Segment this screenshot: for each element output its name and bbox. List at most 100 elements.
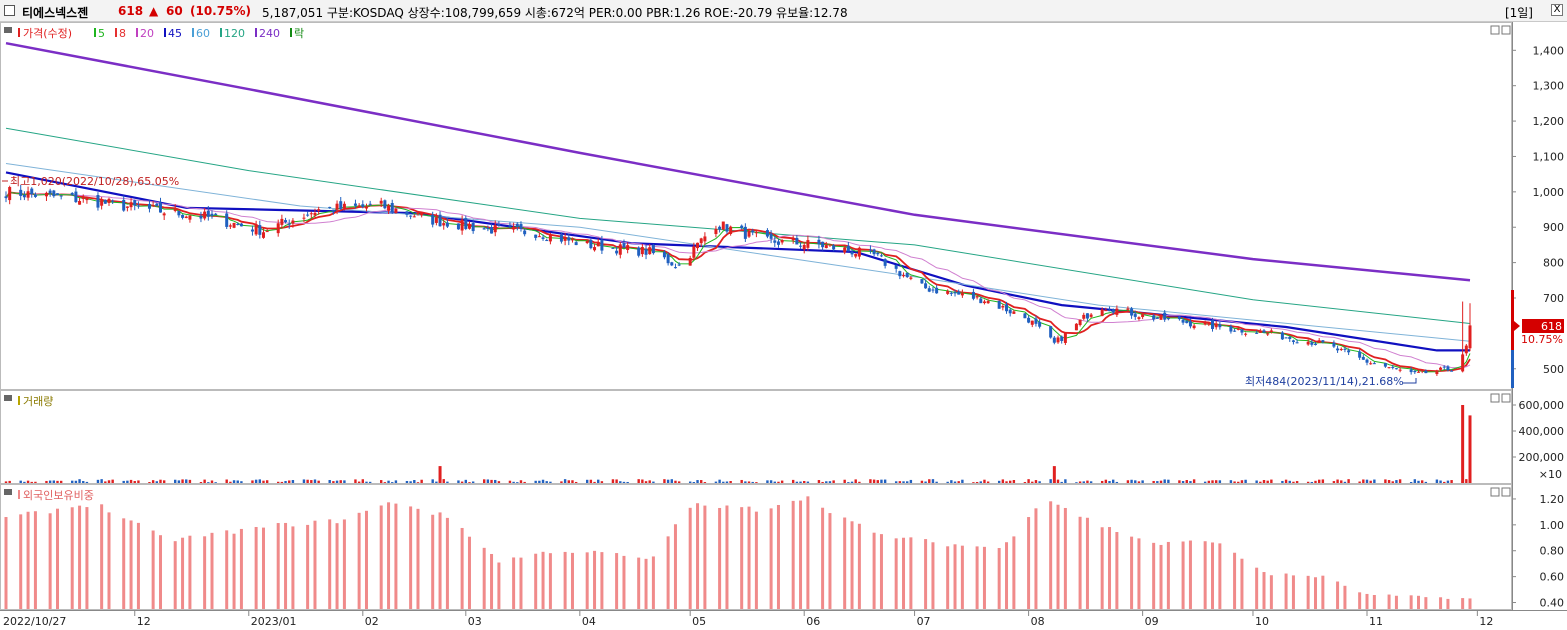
volume-bar — [207, 482, 210, 483]
foreign-bar — [615, 553, 619, 609]
current-price: 618 — [118, 4, 144, 18]
current-rate-label: 10.75% — [1521, 333, 1563, 346]
foreign-bar — [100, 504, 104, 609]
candle-body — [1085, 313, 1089, 319]
ma-line-240 — [5, 41, 1471, 282]
ma-legend-45[interactable]: 45 — [168, 27, 182, 40]
candle-body — [1269, 330, 1273, 332]
volume-bar — [405, 480, 409, 483]
x-tick-label: 05 — [692, 615, 706, 628]
volume-bar — [1104, 479, 1108, 483]
candle-body — [125, 206, 129, 208]
period-selector[interactable]: [1일] — [1504, 6, 1533, 20]
volume-panel-controls[interactable] — [1490, 393, 1511, 403]
candle-body — [596, 242, 600, 247]
legend-extra[interactable]: 락 — [294, 27, 304, 40]
candle-body — [982, 301, 986, 304]
candle-body — [1369, 363, 1373, 365]
close-icon[interactable]: X — [1551, 4, 1563, 16]
volume-bar — [328, 480, 331, 483]
candle-body — [364, 206, 368, 209]
foreign-panel-controls[interactable] — [1490, 487, 1511, 497]
candle-body — [394, 209, 398, 213]
candle-body — [497, 223, 501, 226]
volume-bar — [133, 481, 136, 483]
candle-body — [1280, 332, 1284, 340]
candle-body — [19, 189, 23, 196]
volume-bar — [446, 481, 449, 483]
candle-body — [1413, 370, 1417, 373]
volume-bar — [1056, 479, 1060, 483]
volume-bar — [431, 479, 434, 483]
candle-body — [626, 245, 630, 250]
volume-bar — [288, 480, 291, 483]
ma-legend-60[interactable]: 60 — [196, 27, 210, 40]
candle-body — [258, 225, 262, 235]
volume-bar — [361, 479, 365, 483]
volume-bar — [96, 479, 100, 483]
foreign-bar — [828, 513, 832, 609]
foreign-bar — [769, 508, 773, 609]
candle-body — [1115, 308, 1119, 315]
candle-body — [302, 217, 306, 219]
volume-bar — [663, 479, 666, 483]
foreign-bar — [291, 526, 295, 609]
candle-body — [743, 226, 747, 239]
ma-legend-240[interactable]: 240 — [259, 27, 280, 40]
candle-body — [1104, 310, 1108, 312]
volume-bar — [876, 480, 879, 483]
foreign-bar — [387, 502, 391, 609]
volume-bar — [1439, 480, 1442, 483]
foreign-tick-label: 0.40 — [1540, 597, 1565, 610]
volume-bar — [950, 480, 953, 483]
candle-body — [754, 232, 758, 234]
foreign-bar — [651, 556, 655, 609]
ma-legend-5[interactable]: 5 — [98, 27, 105, 40]
foreign-bar — [1063, 507, 1067, 609]
candle-body — [1100, 309, 1104, 316]
volume-bar — [670, 479, 673, 483]
candle-body — [339, 201, 343, 209]
candle-body — [206, 210, 210, 217]
volume-bar — [1134, 480, 1137, 483]
candle-body — [1336, 348, 1340, 351]
candle-body — [155, 203, 159, 206]
foreign-bar — [644, 558, 648, 609]
candle-body — [1391, 366, 1395, 368]
candle-body — [593, 247, 597, 251]
foreign-bar — [284, 522, 288, 609]
volume-bar — [700, 480, 703, 483]
volume-bar — [703, 482, 707, 483]
candle-body — [1244, 333, 1248, 335]
volume-bar — [343, 480, 346, 483]
candle-body — [644, 249, 648, 255]
foreign-bar — [1027, 517, 1031, 609]
candle-body — [353, 203, 357, 206]
x-tick-label: 03 — [468, 615, 482, 628]
foreign-bar — [1100, 527, 1104, 609]
ma-legend-8[interactable]: 8 — [119, 27, 126, 40]
candle-body — [548, 234, 552, 242]
volume-bar — [1295, 481, 1299, 483]
volume-bar — [482, 479, 486, 483]
candle-body — [81, 197, 85, 199]
volume-bar — [799, 481, 802, 483]
foreign-bar — [107, 512, 111, 609]
foreign-bar — [482, 547, 486, 609]
foreign-bar — [342, 519, 346, 609]
foreign-bar — [1211, 542, 1215, 609]
foreign-bar — [122, 518, 126, 609]
volume-bar — [1089, 481, 1093, 483]
candle-body — [136, 205, 140, 207]
candle-body — [1468, 327, 1472, 349]
candle-body — [33, 194, 37, 197]
ma-legend-20[interactable]: 20 — [140, 27, 154, 40]
volume-bar — [1185, 480, 1188, 483]
candle-body — [1417, 371, 1421, 373]
volume-legend: 거래량 — [23, 395, 53, 408]
select-checkbox[interactable] — [4, 5, 15, 16]
price-panel-controls[interactable] — [1490, 25, 1511, 35]
ma-legend-120[interactable]: 120 — [224, 27, 245, 40]
candle-body — [718, 226, 722, 230]
foreign-bar — [1240, 558, 1244, 609]
